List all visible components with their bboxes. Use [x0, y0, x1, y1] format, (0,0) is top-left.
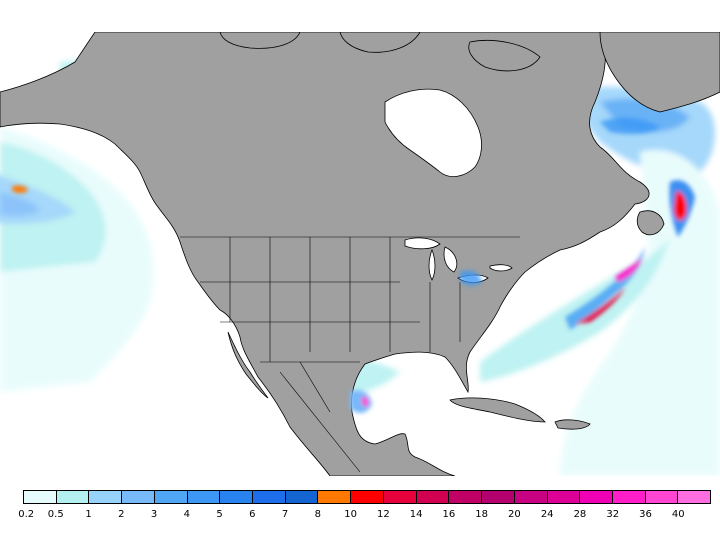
color-swatch-20 [678, 491, 711, 503]
color-swatch-3 [122, 491, 155, 503]
scale-tick-label: 28 [573, 509, 587, 520]
color-swatch-2 [89, 491, 123, 503]
color-swatch-19 [645, 491, 679, 503]
map-canvas [0, 32, 720, 476]
precipitation-color-scale [23, 490, 711, 504]
color-swatch-18 [612, 491, 646, 503]
lake-huron [443, 246, 458, 273]
heavy-precipitation-layer [12, 117, 695, 413]
arctic-island-3 [468, 39, 541, 72]
color-swatch-14 [482, 491, 515, 503]
color-swatch-9 [318, 491, 352, 503]
greenland [599, 32, 720, 113]
color-swatch-17 [580, 491, 613, 503]
arctic-island-2 [339, 32, 421, 53]
scale-tick-label: 7 [281, 509, 289, 520]
cuba [449, 397, 546, 423]
political-borders [180, 236, 520, 473]
baja-california [227, 331, 269, 399]
scale-tick-label: 6 [249, 509, 256, 520]
color-swatch-16 [547, 491, 581, 503]
color-swatch-8 [285, 491, 319, 503]
color-swatch-11 [383, 491, 417, 503]
color-swatch-1 [56, 491, 90, 503]
scale-tick-label: 0.2 [18, 509, 35, 520]
arctic-island-1 [219, 32, 301, 49]
scale-tick-label: 3 [150, 509, 158, 520]
scale-tick-label: 10 [344, 509, 357, 520]
scale-tick-label: 8 [314, 509, 322, 520]
color-swatch-13 [449, 491, 483, 503]
scale-tick-label: 36 [639, 509, 652, 520]
color-swatch-10 [351, 491, 384, 503]
hispaniola [554, 419, 591, 430]
color-swatch-0 [24, 491, 57, 503]
color-swatch-6 [220, 491, 254, 503]
scale-tick-label: 2 [118, 509, 125, 520]
hudson-bay [384, 88, 482, 177]
color-swatch-7 [253, 491, 286, 503]
color-swatch-15 [514, 491, 548, 503]
color-scale-labels: 0.2 0.5 1 2 3 4 5 6 7 8 10 12 14 16 18 20 24 28 32 36 40 [18, 509, 711, 523]
newfoundland [636, 210, 665, 236]
scale-tick-label: 12 [377, 509, 390, 520]
land-masses [0, 32, 720, 476]
scale-tick-label: 4 [183, 509, 190, 520]
scale-tick-label: 20 [508, 509, 521, 520]
scale-tick-label: 5 [216, 509, 223, 520]
scale-tick-label: 18 [475, 509, 489, 520]
lake-ontario [489, 264, 513, 272]
lake-superior [404, 237, 441, 250]
color-swatch-4 [154, 491, 188, 503]
scale-tick-label: 1 [85, 509, 92, 520]
precipitation-map [0, 32, 720, 476]
scale-tick-label: 32 [606, 509, 620, 520]
color-swatch-5 [187, 491, 221, 503]
color-swatch-12 [416, 491, 450, 503]
north-america-land [0, 32, 650, 476]
scale-tick-label: 16 [442, 509, 456, 520]
scale-tick-label: 40 [671, 509, 685, 520]
lake-michigan [428, 248, 436, 281]
scale-tick-label: 14 [409, 509, 423, 520]
scale-tick-label: 24 [540, 509, 554, 520]
scale-tick-label: 0.5 [47, 509, 64, 520]
